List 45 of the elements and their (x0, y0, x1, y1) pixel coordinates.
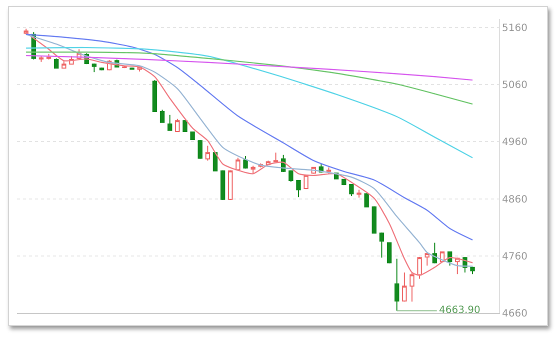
candlestick (182, 120, 188, 133)
candlestick (349, 183, 354, 196)
candlestick (236, 157, 240, 171)
candlestick (190, 130, 195, 141)
candlestick (356, 189, 362, 198)
candlestick (273, 152, 278, 163)
candlestick (175, 118, 180, 133)
candlestick (250, 165, 256, 174)
line-series (25, 51, 474, 105)
candlestick (198, 140, 202, 160)
line-series (25, 46, 474, 158)
candlestick (130, 67, 134, 70)
candlestick (417, 256, 422, 280)
candlestick (424, 252, 430, 266)
candlestick (304, 174, 308, 190)
annotation: 4663.90 (439, 305, 480, 316)
y-tick-label: 4960 (502, 137, 528, 148)
candlestick (152, 80, 158, 113)
line-series (25, 54, 474, 81)
candlestick (54, 58, 59, 70)
candlestick (394, 258, 400, 312)
candlestick (160, 109, 165, 124)
candlestick (402, 272, 407, 302)
candlestick (62, 60, 66, 70)
candlestick (167, 114, 172, 132)
candlestick (372, 206, 376, 234)
candlestick (379, 232, 384, 258)
candlestick (410, 272, 414, 302)
candlestick (364, 192, 369, 208)
candlestick (38, 56, 44, 62)
y-tick-label: 5060 (502, 80, 528, 92)
candlestick (205, 145, 210, 162)
candlestick (243, 156, 248, 170)
candlestick (99, 67, 104, 71)
candlestick (470, 266, 475, 275)
candlestick (220, 170, 226, 200)
candlestick (228, 170, 233, 200)
y-tick-label: 5160 (502, 23, 528, 34)
y-tick-label: 4660 (502, 308, 528, 320)
y-tick-label: 4760 (502, 251, 528, 262)
candlestick (386, 242, 392, 264)
candlestick (92, 64, 97, 73)
candlestick (296, 179, 301, 198)
y-tick-label: 4860 (502, 194, 528, 206)
candlestick (288, 170, 294, 182)
